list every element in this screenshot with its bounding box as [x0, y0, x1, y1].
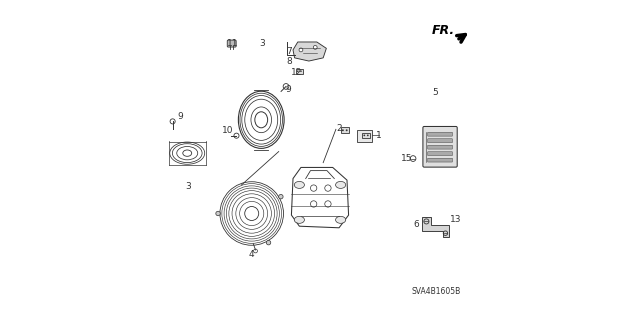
Ellipse shape: [335, 182, 346, 189]
Polygon shape: [293, 42, 326, 61]
FancyBboxPatch shape: [428, 152, 452, 156]
Circle shape: [300, 70, 301, 72]
Circle shape: [367, 135, 369, 136]
Text: 6: 6: [413, 220, 419, 229]
Polygon shape: [422, 217, 449, 237]
Ellipse shape: [335, 216, 346, 223]
Text: 12: 12: [291, 68, 303, 77]
Text: 4: 4: [249, 250, 255, 259]
Text: FR.: FR.: [432, 24, 455, 37]
FancyBboxPatch shape: [428, 145, 452, 149]
Circle shape: [346, 129, 348, 131]
Text: 1: 1: [376, 131, 381, 140]
FancyBboxPatch shape: [428, 139, 452, 143]
Text: 15: 15: [401, 154, 412, 163]
Text: 8: 8: [286, 56, 292, 65]
Text: 2: 2: [336, 124, 342, 133]
Circle shape: [266, 241, 271, 245]
Circle shape: [299, 48, 303, 52]
Text: 9: 9: [177, 112, 183, 121]
Circle shape: [216, 211, 220, 216]
Text: 10: 10: [222, 126, 234, 135]
Bar: [296, 69, 303, 74]
Bar: [340, 127, 349, 133]
Text: 5: 5: [432, 88, 438, 97]
Text: 7: 7: [286, 47, 292, 56]
Text: 3: 3: [186, 182, 191, 191]
Circle shape: [314, 46, 317, 49]
Text: 9: 9: [285, 85, 291, 94]
Text: 11: 11: [227, 39, 238, 48]
Bar: [356, 130, 372, 142]
Text: 13: 13: [450, 215, 461, 224]
Circle shape: [278, 195, 283, 199]
Text: 3: 3: [259, 39, 265, 48]
FancyBboxPatch shape: [423, 126, 457, 167]
Circle shape: [364, 135, 365, 136]
Ellipse shape: [294, 182, 305, 189]
Bar: [362, 133, 370, 138]
FancyBboxPatch shape: [227, 40, 236, 47]
Ellipse shape: [294, 216, 305, 223]
FancyBboxPatch shape: [428, 132, 452, 136]
Circle shape: [297, 70, 299, 72]
Circle shape: [342, 129, 344, 131]
FancyBboxPatch shape: [428, 158, 452, 162]
Text: SVA4B1605B: SVA4B1605B: [412, 287, 461, 296]
